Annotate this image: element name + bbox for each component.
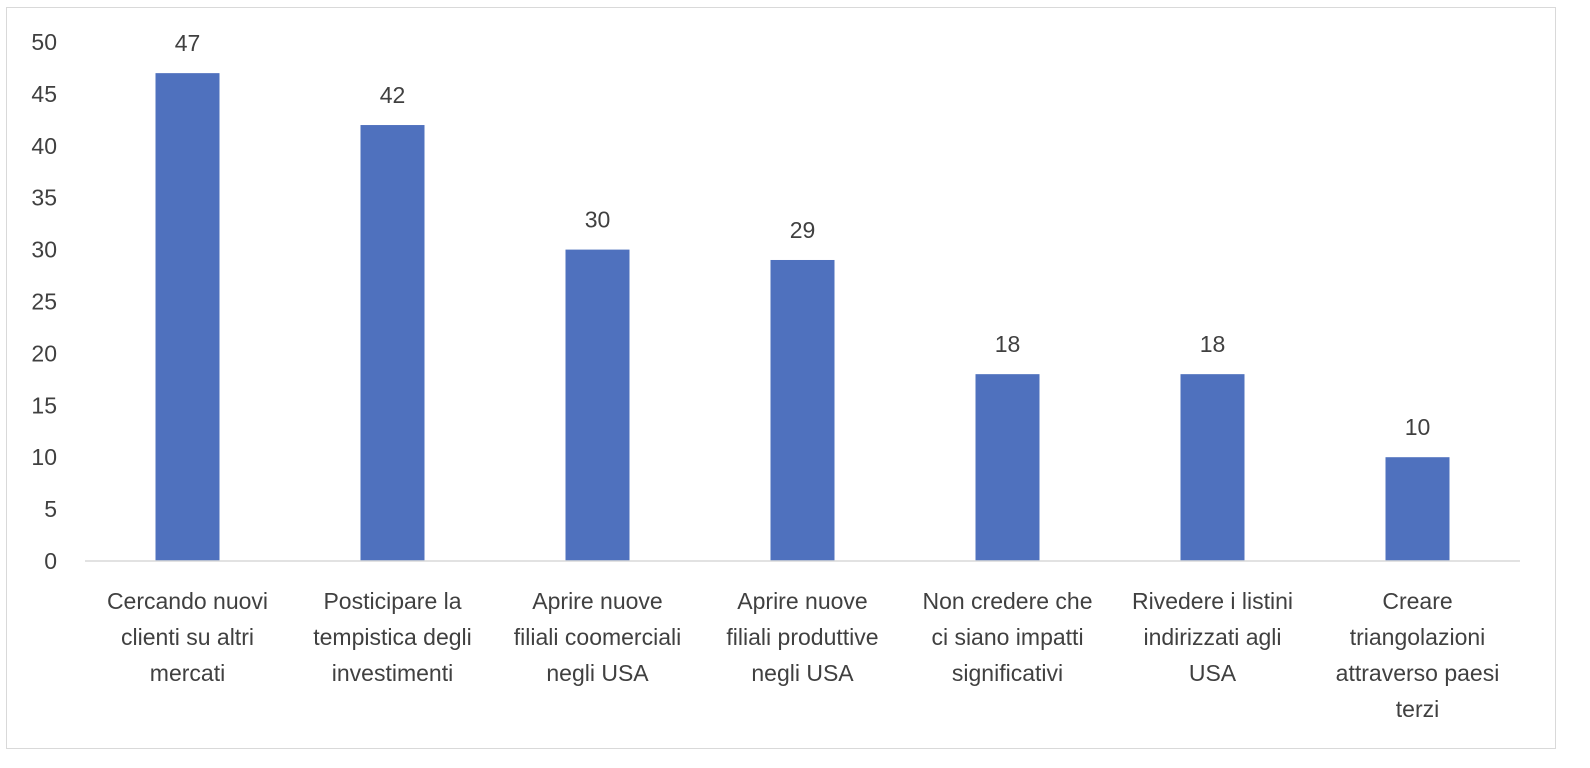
x-tick-label-line: significativi — [952, 660, 1063, 686]
bar-value-label: 18 — [1200, 331, 1226, 357]
bar-value-label: 30 — [585, 207, 611, 233]
x-tick-label: Creare triangolazioni attraverso paesi terz… — [1336, 588, 1500, 722]
y-tick-label: 35 — [31, 185, 57, 211]
bar — [1385, 457, 1450, 561]
bar-value-label: 29 — [790, 217, 816, 243]
y-tick-label: 10 — [31, 444, 57, 470]
x-tick-label-line: tempistica degli — [313, 624, 472, 650]
x-tick-label-line: investimenti — [332, 660, 453, 686]
x-tick-label: Posticipare la tempistica degli investimen… — [313, 588, 472, 686]
bars — [155, 73, 1450, 561]
x-tick-label: Aprire nuove filiali coomerciali negli USA — [514, 588, 681, 686]
y-tick-label: 15 — [31, 392, 57, 418]
x-tick-label-line: Non credere che — [922, 588, 1092, 614]
y-tick-label: 20 — [31, 340, 57, 366]
bar — [155, 73, 220, 561]
x-tick-label-line: attraverso paesi — [1336, 660, 1500, 686]
x-tick-label-line: indirizzati agli — [1143, 624, 1281, 650]
x-tick-label: Rivedere i listini indirizzati agli USA — [1132, 588, 1293, 686]
x-tick-label-line: Posticipare la — [323, 588, 461, 614]
x-tick-label-line: Creare — [1382, 588, 1452, 614]
x-tick-label-line: Cercando nuovi — [107, 588, 268, 614]
bar-value-label: 47 — [175, 30, 201, 56]
y-tick-label: 40 — [31, 133, 57, 159]
bar — [1180, 374, 1245, 561]
y-axis: 0 5 10 15 20 25 30 35 40 45 50 — [31, 29, 57, 574]
x-tick-label-line: Aprire nuove — [532, 588, 662, 614]
x-tick-label-line: triangolazioni — [1350, 624, 1486, 650]
x-axis: Cercando nuovi clienti su altri mercati Pos… — [85, 560, 1520, 722]
x-tick-label: Aprire nuove filiali produttive negli USA — [726, 588, 878, 686]
x-tick-label: Non credere che ci siano impatti significa… — [922, 588, 1092, 686]
x-tick-label-line: negli USA — [546, 660, 649, 686]
x-tick-label-line: negli USA — [751, 660, 854, 686]
x-tick-label-line: filiali produttive — [726, 624, 878, 650]
bar — [975, 374, 1040, 561]
x-tick-label-line: ci siano impatti — [931, 624, 1083, 650]
bar-value-label: 10 — [1405, 414, 1431, 440]
y-tick-label: 45 — [31, 81, 57, 107]
y-tick-label: 50 — [31, 29, 57, 55]
x-tick-label-line: filiali coomerciali — [514, 624, 681, 650]
y-tick-label: 25 — [31, 289, 57, 315]
y-tick-label: 0 — [44, 548, 57, 574]
bar — [360, 125, 425, 561]
y-tick-label: 30 — [31, 237, 57, 263]
bar-value-label: 42 — [380, 82, 406, 108]
x-tick-label-line: Aprire nuove — [737, 588, 867, 614]
x-tick-label-line: USA — [1189, 660, 1237, 686]
bar-value-label: 18 — [995, 331, 1021, 357]
x-tick-label-line: terzi — [1396, 696, 1439, 722]
x-tick-label-line: clienti su altri — [121, 624, 254, 650]
x-tick-label-line: Rivedere i listini — [1132, 588, 1293, 614]
y-tick-label: 5 — [44, 496, 57, 522]
bar — [770, 259, 835, 561]
x-tick-label-line: mercati — [150, 660, 225, 686]
x-tick-label: Cercando nuovi clienti su altri mercati — [107, 588, 268, 686]
bar — [565, 249, 630, 561]
data-labels: 47 42 30 29 18 18 10 — [175, 30, 1431, 440]
